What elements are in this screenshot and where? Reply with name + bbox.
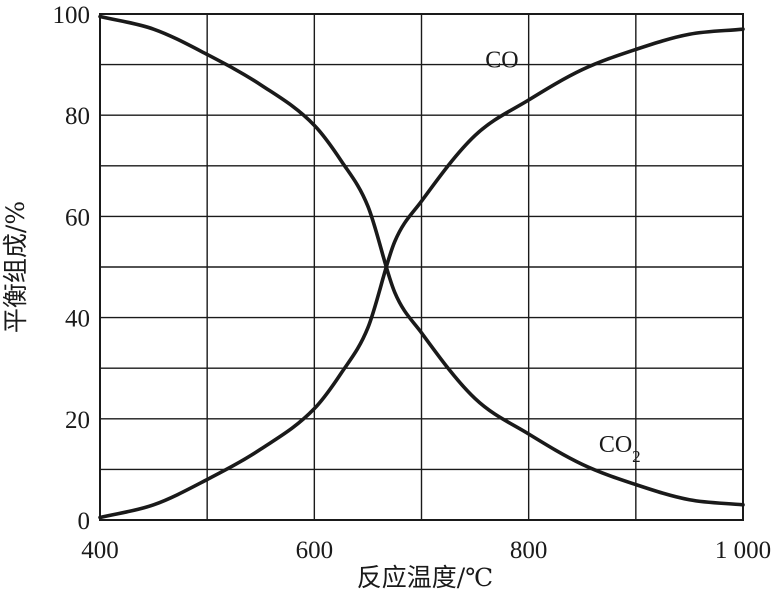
series-label-co: CO (485, 48, 518, 74)
y-tick-label: 20 (65, 407, 90, 434)
y-tick-label: 40 (65, 306, 90, 333)
curves (98, 14, 745, 520)
x-tick-labels: 400 600 800 1 000 (81, 537, 771, 564)
y-tick-label: 100 (53, 2, 91, 29)
x-axis-title: 反应温度/℃ (357, 563, 493, 592)
y-tick-label: 80 (65, 103, 90, 130)
series-label-co2: CO2 (599, 432, 641, 466)
x-tick-label: 600 (296, 537, 334, 564)
y-tick-label: 0 (78, 508, 91, 535)
x-tick-label: 800 (510, 537, 548, 564)
y-axis-title: 平衡组成/% (1, 201, 30, 333)
y-tick-labels: 0 20 40 60 80 100 (53, 2, 91, 535)
y-tick-label: 60 (65, 204, 90, 231)
series-line-co (98, 27, 745, 520)
x-tick-label: 1 000 (715, 537, 771, 564)
plot-frame (99, 13, 744, 521)
series-line-co2 (98, 14, 745, 507)
grid (99, 13, 744, 521)
x-tick-label: 400 (81, 537, 119, 564)
